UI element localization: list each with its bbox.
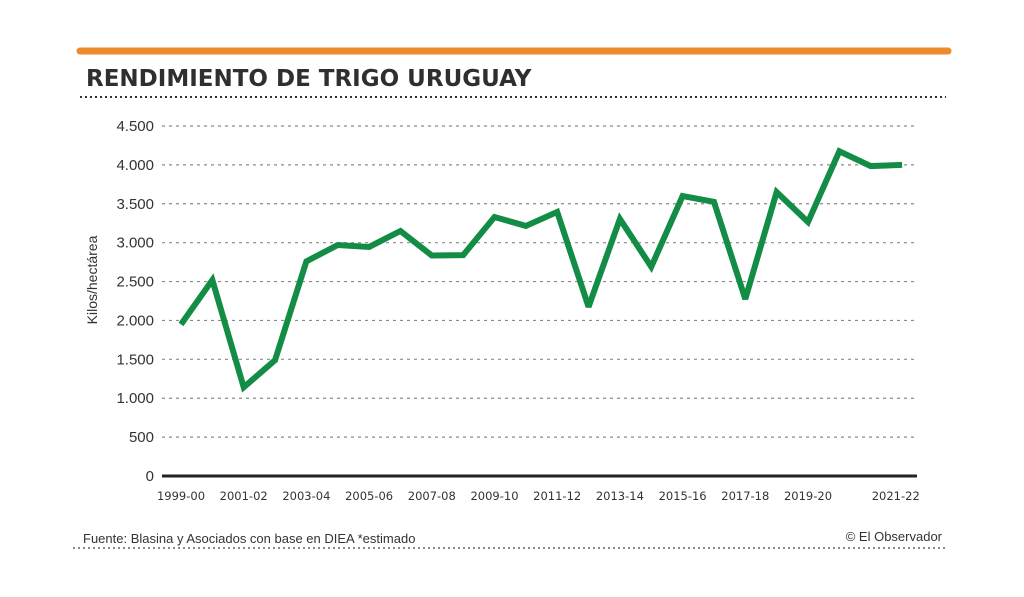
y-tick-label: 4.000 bbox=[116, 157, 154, 174]
x-tick-label: 2005-06 bbox=[345, 489, 393, 503]
y-axis-label: Kilos/hectárea bbox=[84, 235, 100, 324]
y-tick-label: 2.000 bbox=[116, 312, 154, 329]
x-tick-label: 2017-18 bbox=[721, 489, 769, 503]
series-line bbox=[178, 147, 903, 393]
credit: © El Observador bbox=[846, 529, 943, 544]
y-tick-label: 3.500 bbox=[116, 196, 154, 213]
x-tick-label: 1999-00 bbox=[157, 489, 205, 503]
y-tick-label: 4.500 bbox=[116, 118, 154, 135]
y-tick-label: 3.000 bbox=[116, 235, 154, 252]
x-tick-label: 2007-08 bbox=[408, 489, 456, 503]
source-note: Fuente: Blasina y Asociados con base en … bbox=[83, 531, 415, 546]
x-tick-label: 2013-14 bbox=[596, 489, 644, 503]
y-tick-label: 1.000 bbox=[116, 390, 154, 407]
x-tick-label: 2003-04 bbox=[282, 489, 330, 503]
y-tick-label: 0 bbox=[146, 468, 154, 485]
chart-title: RENDIMIENTO DE TRIGO URUGUAY bbox=[86, 66, 532, 92]
x-tick-label: 2015-16 bbox=[659, 489, 707, 503]
y-tick-label: 1.500 bbox=[116, 351, 154, 368]
y-tick-label: 2.500 bbox=[116, 274, 154, 291]
x-tick-label: 2021-22 bbox=[872, 489, 920, 503]
x-tick-label: 2011-12 bbox=[533, 489, 581, 503]
x-tick-label: 2001-02 bbox=[220, 489, 268, 503]
x-tick-label: 2009-10 bbox=[470, 489, 518, 503]
x-tick-label: 2019-20 bbox=[784, 489, 832, 503]
y-tick-label: 500 bbox=[129, 429, 154, 446]
